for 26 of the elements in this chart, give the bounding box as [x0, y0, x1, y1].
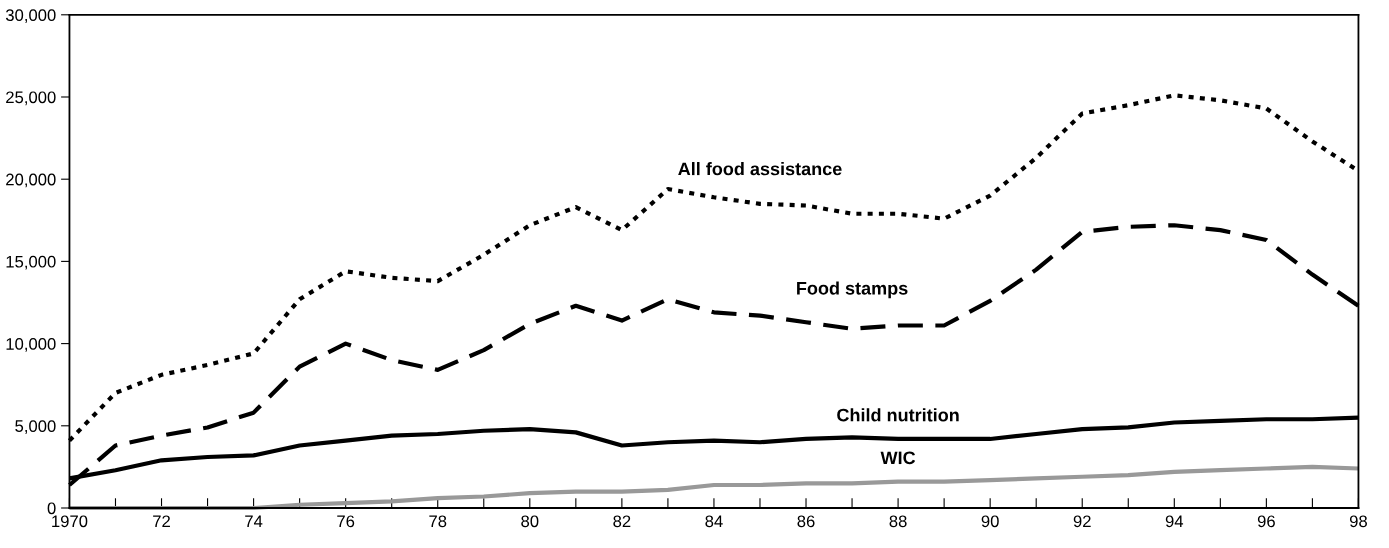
series-label: All food assistance [678, 162, 842, 176]
x-tick-label: 90 [981, 515, 999, 528]
x-tick-label: 82 [613, 515, 631, 528]
x-tick-label: 94 [1165, 515, 1184, 528]
y-tick-label: 5,000 [15, 420, 56, 434]
y-tick-label: 15,000 [6, 255, 56, 270]
x-tick-label: 1970 [52, 515, 88, 528]
x-tick-label: 74 [245, 515, 263, 528]
x-tick-label: 96 [1257, 515, 1275, 528]
series-label: WIC [880, 451, 916, 465]
y-tick-label: 25,000 [6, 91, 56, 106]
x-tick-label: 92 [1073, 515, 1091, 528]
x-tick-label: 88 [889, 515, 907, 528]
y-tick-label: 0 [47, 502, 56, 515]
x-tick-label: 84 [705, 515, 723, 528]
y-tick-label: 30,000 [5, 9, 56, 23]
x-tick-label: 76 [337, 515, 355, 528]
x-tick-label: 80 [521, 515, 539, 528]
x-tick-label: 98 [1349, 515, 1367, 528]
series-label: Child nutrition [837, 408, 959, 422]
series-label: Food stamps [797, 281, 908, 299]
x-tick-label: 78 [429, 515, 447, 528]
y-tick-label: 10,000 [6, 338, 56, 352]
x-tick-label: 72 [153, 515, 170, 528]
x-tick-label: 86 [797, 515, 815, 528]
y-tick-label: 20,000 [6, 173, 56, 188]
